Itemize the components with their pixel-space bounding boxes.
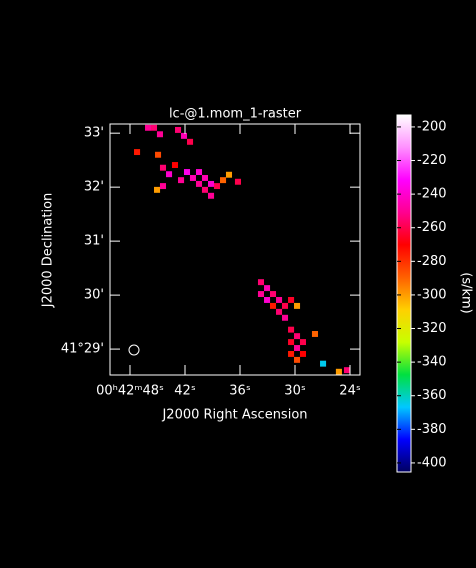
x-tick-label: 00ʰ42ᵐ48ˢ bbox=[96, 384, 164, 399]
colorbar-tick-label: -340 bbox=[417, 355, 447, 370]
pixel bbox=[195, 180, 203, 187]
pixel bbox=[187, 138, 194, 145]
colorbar bbox=[396, 114, 412, 473]
pixel bbox=[299, 350, 307, 357]
pixel bbox=[288, 297, 295, 303]
pixel bbox=[201, 186, 209, 193]
x-axis-label: J2000 Right Ascension bbox=[161, 408, 307, 423]
pixel bbox=[178, 177, 185, 184]
colorbar-tick-label: -200 bbox=[417, 119, 447, 134]
pixel bbox=[269, 302, 277, 309]
pixel bbox=[134, 149, 141, 156]
pixel bbox=[264, 297, 271, 303]
pixel bbox=[257, 291, 265, 298]
y-tick-label: 41°29' bbox=[61, 342, 104, 357]
pixel bbox=[220, 177, 227, 184]
raster bbox=[134, 124, 351, 375]
beam bbox=[128, 344, 140, 356]
pixel bbox=[343, 367, 351, 374]
x-tick-label: 42ˢ bbox=[174, 384, 196, 399]
colorbar-tick-label: -380 bbox=[417, 422, 447, 437]
pixel bbox=[269, 291, 277, 298]
y-tick-label: 30' bbox=[84, 288, 104, 303]
pixel bbox=[293, 356, 301, 363]
pixel bbox=[288, 350, 295, 357]
y-axis-label: J2000 Declination bbox=[41, 193, 56, 309]
pixel bbox=[145, 124, 152, 131]
pixel bbox=[293, 345, 301, 351]
pixel bbox=[174, 126, 182, 133]
pixel bbox=[189, 175, 196, 181]
colorbar-tick-label: -280 bbox=[417, 254, 447, 269]
pixel bbox=[299, 339, 307, 346]
pixel bbox=[311, 331, 319, 337]
colorbar-label: (s/km) bbox=[459, 272, 474, 314]
x-tick-label: 24ˢ bbox=[339, 384, 361, 399]
pixel bbox=[183, 169, 191, 176]
x-tick-label: 30ˢ bbox=[284, 384, 306, 399]
pixel bbox=[288, 339, 295, 346]
pixel bbox=[276, 308, 283, 315]
pixel bbox=[180, 132, 188, 139]
pixel bbox=[225, 171, 233, 178]
pixel bbox=[281, 314, 289, 321]
colorbar-tick-label: -240 bbox=[417, 187, 447, 202]
pixel bbox=[154, 186, 161, 193]
pixel bbox=[257, 279, 265, 286]
pixel bbox=[293, 333, 301, 340]
chart-title: lc-@1.mom_1-raster bbox=[169, 107, 302, 122]
pixel bbox=[281, 302, 289, 309]
colorbar-tick-label: -300 bbox=[417, 287, 447, 302]
pixel bbox=[208, 192, 215, 199]
pixel bbox=[195, 169, 203, 176]
pixel bbox=[171, 162, 179, 168]
y-tick-label: 32' bbox=[84, 180, 104, 195]
pixel bbox=[156, 131, 163, 138]
pixel bbox=[159, 164, 167, 171]
pixel bbox=[159, 183, 167, 190]
pixel bbox=[320, 360, 327, 367]
pixel bbox=[288, 326, 295, 333]
pixel bbox=[150, 124, 158, 131]
pixel bbox=[155, 151, 162, 158]
pixel bbox=[208, 180, 215, 187]
colorbar-tick-label: -320 bbox=[417, 321, 447, 336]
plot-frame bbox=[109, 123, 361, 376]
colorbar-tick-label: -360 bbox=[417, 388, 447, 403]
pixel bbox=[201, 175, 209, 181]
pixel bbox=[264, 285, 271, 292]
y-tick-label: 31' bbox=[84, 234, 104, 249]
x-tick-label: 36ˢ bbox=[229, 384, 251, 399]
pixel bbox=[293, 302, 301, 309]
pixel bbox=[213, 183, 221, 190]
colorbar-tick-label: -400 bbox=[417, 455, 447, 470]
colorbar-tick-label: -260 bbox=[417, 220, 447, 235]
colorbar-tick-label: -220 bbox=[417, 153, 447, 168]
y-tick-label: 33' bbox=[84, 126, 104, 141]
pixel bbox=[335, 368, 342, 375]
pixel bbox=[166, 171, 173, 178]
pixel bbox=[234, 178, 242, 185]
pixel bbox=[276, 297, 283, 303]
